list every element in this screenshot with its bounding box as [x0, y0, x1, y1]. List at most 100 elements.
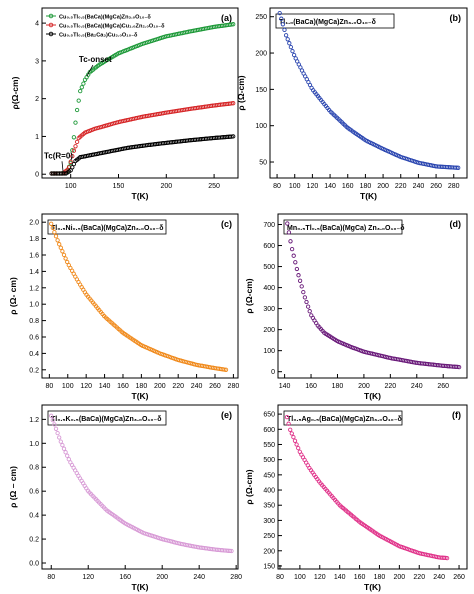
x-tick-label: 260	[453, 574, 465, 581]
y-tick-label: 450	[263, 472, 275, 479]
data-point	[291, 434, 296, 440]
data-point	[52, 422, 57, 427]
x-tick-label: 160	[342, 183, 354, 190]
panel-letter: (d)	[450, 219, 462, 229]
data-point	[71, 135, 77, 140]
y-tick-label: 350	[263, 503, 275, 510]
data-point	[61, 446, 67, 451]
data-point	[299, 284, 304, 289]
x-tick-label: 220	[384, 383, 396, 390]
y-tick-label: 150	[263, 563, 275, 570]
y-tick-label: 0.2	[29, 367, 39, 374]
data-point	[49, 221, 54, 226]
x-tick-label: 260	[430, 183, 442, 190]
x-tick-label: 280	[228, 383, 240, 390]
panel-letter: (f)	[452, 410, 461, 420]
series-1	[49, 22, 236, 176]
x-tick-label: 240	[193, 574, 205, 581]
x-tick-label: 180	[332, 383, 344, 390]
y-tick-label: 0	[35, 172, 39, 179]
y-tick-label: 0.8	[29, 465, 39, 472]
y-tick-label: 650	[263, 412, 275, 419]
data-point	[304, 299, 309, 305]
annotation-arrow	[61, 161, 64, 172]
x-tick-label: 160	[354, 574, 366, 581]
panel-e: 80 120 160 200 240 280 0.0 0.2 0.4 0.6 0.8 1.0 1.2 T(…	[8, 404, 242, 592]
y-tick-label: 500	[263, 264, 275, 271]
annotation-tc-onset: Tc-onset	[79, 55, 112, 64]
series-1	[49, 413, 234, 554]
data-point	[229, 548, 234, 554]
x-tick-label: 240	[411, 383, 423, 390]
x-tick-label: 220	[395, 183, 407, 190]
data-point	[288, 44, 294, 50]
panel-f: 80 100 120 140 160 180 200 220 240 260 150 200 250 30…	[244, 404, 468, 592]
x-tick-label: 80	[47, 574, 55, 581]
panel-a: 100 150 200 250 0 1 2 3 4 T(K) ρ(Ω-cm) (a) Cu₀.₅Tl₀.…	[10, 7, 239, 201]
y-tick-label: 700	[263, 222, 275, 229]
x-tick-label: 140	[324, 183, 336, 190]
x-tick-label: 120	[314, 574, 326, 581]
series-1	[285, 221, 462, 370]
plot-frame	[41, 7, 239, 179]
data-point	[50, 225, 55, 231]
y-tick-label: 1.6	[29, 253, 39, 260]
data-point	[279, 16, 284, 21]
data-point	[222, 367, 227, 372]
data-point	[78, 88, 83, 94]
chart-title: Tl₀.₅Ag₀.₅(BaCa)(MgCa)Zn₃.₀O₁₀₋δ	[287, 416, 402, 423]
y-tick-label: 0.2	[29, 537, 39, 544]
data-point	[73, 144, 78, 149]
y-tick-label: 200	[263, 548, 275, 555]
data-point	[55, 238, 60, 243]
data-point	[66, 457, 71, 462]
data-point	[58, 439, 63, 444]
x-tick-label: 220	[413, 574, 425, 581]
data-point	[444, 555, 450, 561]
series-2	[49, 101, 236, 176]
data-point	[60, 442, 65, 448]
x-tick-label: 260	[209, 383, 221, 390]
x-axis-ticks: 80 100 120 140 160 180 200 220 240 260 280	[273, 174, 460, 190]
y-axis-label: ρ (Ω-cm)	[244, 469, 254, 504]
plot-frame	[277, 404, 468, 570]
y-tick-label: 1.2	[29, 285, 39, 292]
data-point	[282, 27, 287, 33]
x-tick-label: 180	[136, 383, 148, 390]
data-point	[294, 442, 299, 447]
x-tick-label: 280	[448, 183, 460, 190]
x-tick-label: 150	[113, 183, 125, 190]
x-axis-label: T(K)	[132, 191, 149, 201]
y-axis-ticks: 150 200 250 300 350 400 450 500 550 600 650	[263, 412, 282, 570]
data-point	[65, 453, 70, 458]
y-tick-label: 2	[35, 96, 39, 103]
chart-title: Tl₁.₀(BaCa)(MgCa)Zn₃.₀O₁₀₋δ	[279, 19, 376, 26]
data-point	[60, 249, 65, 254]
y-tick-label: 0	[271, 369, 275, 376]
data-point	[61, 252, 67, 258]
panel-letter: (b)	[450, 13, 462, 23]
series-1	[49, 221, 229, 372]
y-tick-label: 1.4	[29, 269, 39, 276]
x-tick-label: 180	[360, 183, 372, 190]
data-point	[293, 260, 298, 265]
x-tick-label: 220	[172, 383, 184, 390]
data-point	[302, 295, 308, 300]
data-point	[79, 85, 84, 90]
title-frame	[283, 219, 403, 235]
x-tick-label: 200	[377, 183, 389, 190]
data-point	[291, 253, 296, 258]
data-point	[456, 165, 461, 170]
title-frame	[275, 13, 395, 29]
y-tick-label: 200	[263, 327, 275, 334]
x-tick-label: 100	[62, 383, 74, 390]
y-tick-label: 600	[263, 427, 275, 434]
y-tick-label: 0.4	[29, 351, 39, 358]
y-axis-ticks: 0.0 0.2 0.4 0.6 0.8 1.0 1.2	[29, 417, 46, 568]
y-axis-label: ρ (Ω- cm)	[8, 277, 18, 315]
data-point	[456, 364, 462, 370]
data-point	[71, 148, 77, 153]
x-tick-label: 200	[394, 574, 406, 581]
y-tick-label: 1.0	[29, 441, 39, 448]
